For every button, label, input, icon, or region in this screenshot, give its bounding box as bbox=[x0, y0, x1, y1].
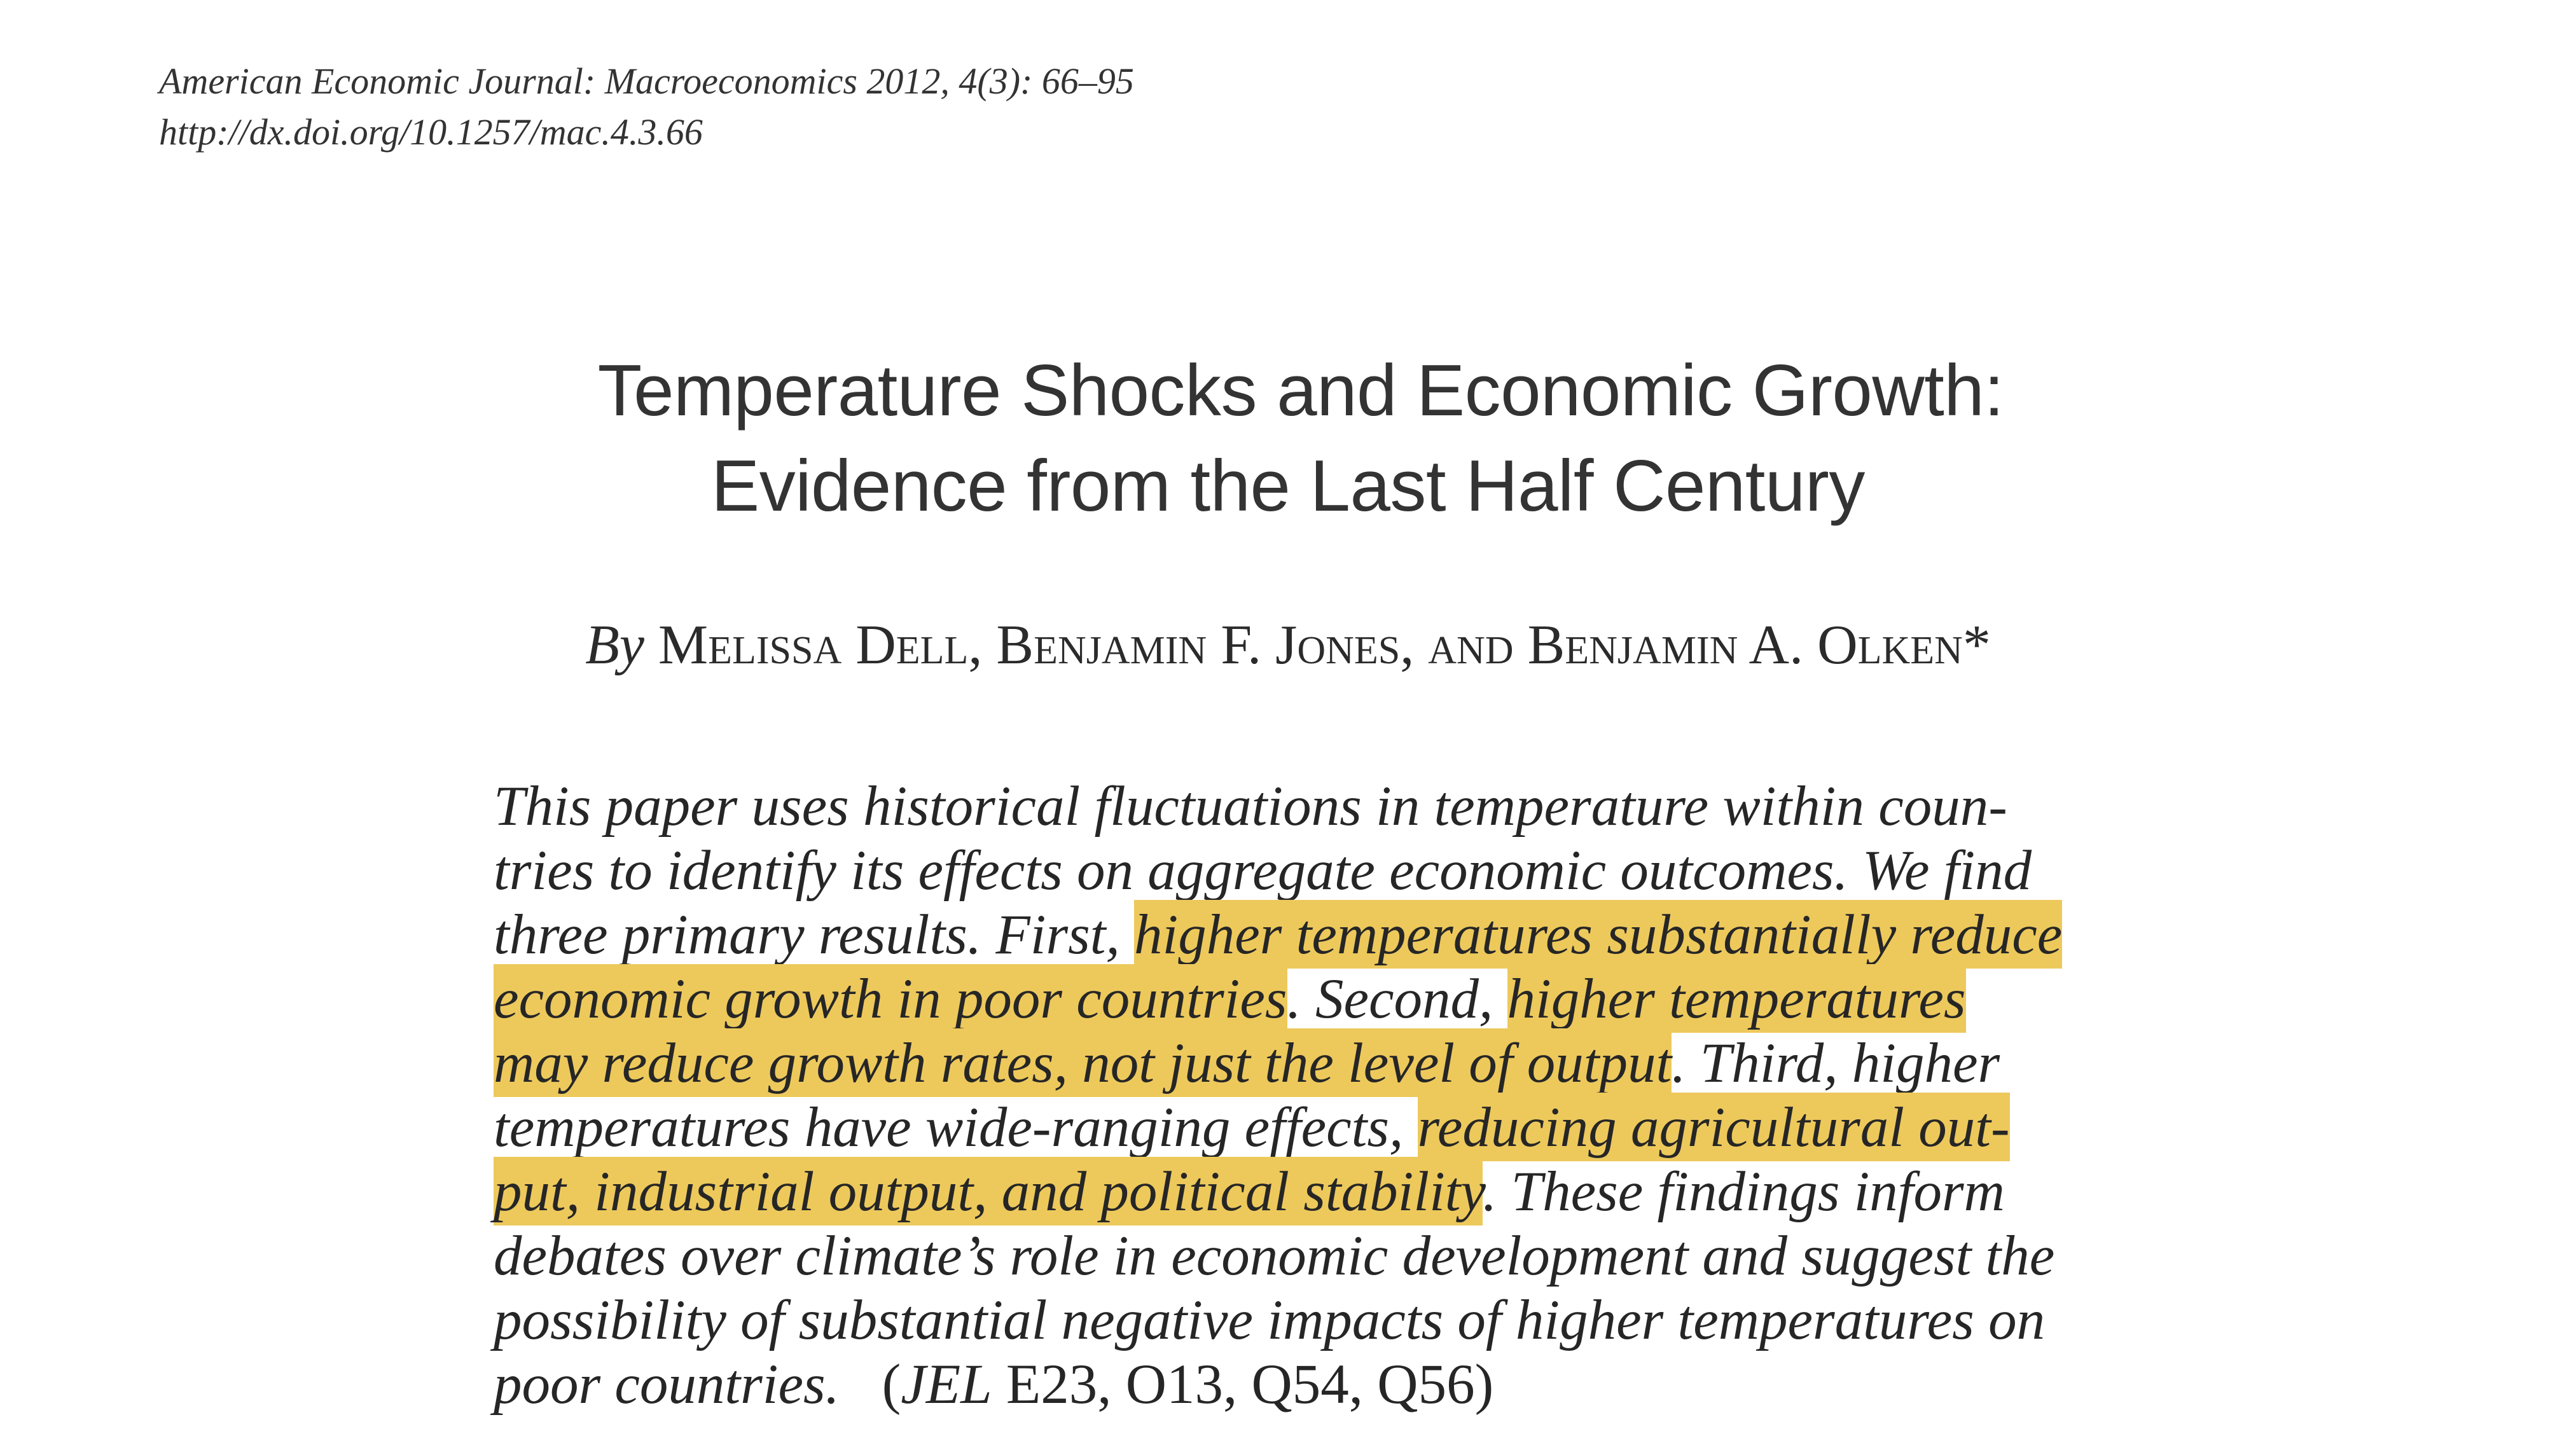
abstract-text: debates over climate’s role in economic … bbox=[494, 1225, 2055, 1287]
abstract-line: economic growth in poor countries. Secon… bbox=[494, 967, 2096, 1032]
jel-label: JEL bbox=[901, 1353, 992, 1416]
abstract-last-text: poor countries. bbox=[494, 1353, 840, 1416]
journal-citation: American Economic Journal: Macroeconomic… bbox=[159, 60, 1134, 102]
abstract-line: possibility of substantial negative impa… bbox=[494, 1288, 2096, 1353]
abstract-line: temperatures have wide-ranging effects, … bbox=[494, 1096, 2096, 1160]
abstract-text: . Third, higher bbox=[1672, 1032, 2000, 1094]
highlighted-text: put, industrial output, and political st… bbox=[494, 1161, 1483, 1223]
author-byline: By Melissa Dell, Benjamin F. Jones, and … bbox=[0, 611, 2576, 680]
paper-title: Temperature Shocks and Economic Growth: … bbox=[0, 343, 2576, 534]
jel-open-paren: ( bbox=[882, 1353, 901, 1416]
abstract-line: may reduce growth rates, not just the le… bbox=[494, 1032, 2096, 1096]
abstract-line: This paper uses historical fluctuations … bbox=[494, 775, 2096, 839]
abstract-line: put, industrial output, and political st… bbox=[494, 1160, 2096, 1224]
abstract-text: temperatures have wide-ranging effects, bbox=[494, 1096, 1418, 1159]
highlighted-text: may reduce growth rates, not just the le… bbox=[494, 1032, 1672, 1094]
jel-close-paren: ) bbox=[1474, 1353, 1494, 1416]
abstract-text: This paper uses historical fluctuations … bbox=[494, 775, 2007, 838]
jel-codes: E23, O13, Q54, Q56 bbox=[992, 1353, 1475, 1416]
abstract-line: three primary results. First, higher tem… bbox=[494, 903, 2096, 967]
highlighted-text: higher temperatures bbox=[1507, 968, 1966, 1030]
highlighted-text: higher temperatures substantially reduce bbox=[1134, 904, 2063, 966]
abstract-text: . These findings inform bbox=[1483, 1161, 2005, 1223]
highlighted-text: reducing agricultural out- bbox=[1417, 1096, 2010, 1159]
abstract-text: . Second, bbox=[1287, 968, 1507, 1030]
abstract-text: tries to identify its effects on aggrega… bbox=[494, 839, 2032, 902]
abstract-line: debates over climate’s role in economic … bbox=[494, 1224, 2096, 1288]
abstract: This paper uses historical fluctuations … bbox=[494, 775, 2096, 1417]
abstract-text: possibility of substantial negative impa… bbox=[494, 1289, 2046, 1351]
journal-doi: http://dx.doi.org/10.1257/mac.4.3.66 bbox=[159, 111, 703, 153]
abstract-last-line: poor countries. (JEL E23, O13, Q54, Q56) bbox=[494, 1353, 2096, 1417]
title-line-1: Temperature Shocks and Economic Growth: bbox=[597, 350, 2004, 431]
journal-header: American Economic Journal: Macroeconomic… bbox=[159, 56, 1134, 158]
abstract-line: tries to identify its effects on aggrega… bbox=[494, 839, 2096, 903]
byline-by: By bbox=[585, 614, 644, 676]
abstract-text: three primary results. First, bbox=[494, 904, 1134, 966]
highlighted-text: economic growth in poor countries bbox=[494, 968, 1287, 1030]
title-line-2: Evidence from the Last Half Century bbox=[711, 446, 1865, 527]
author-names: Melissa Dell, Benjamin F. Jones, and Ben… bbox=[658, 614, 1991, 676]
